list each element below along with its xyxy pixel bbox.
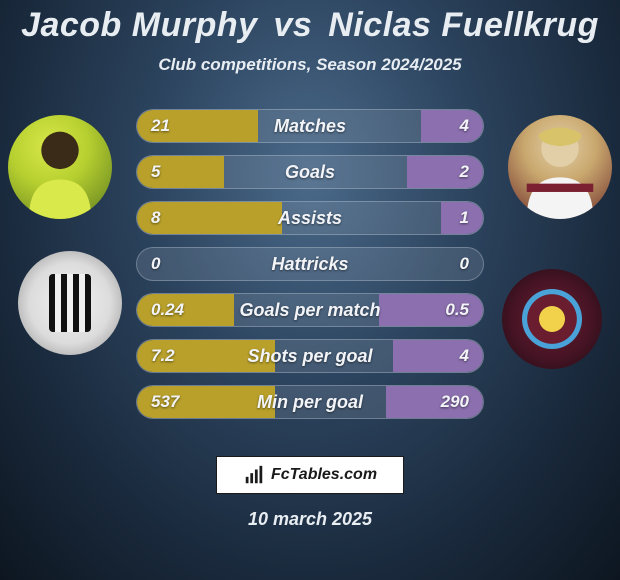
season-subtitle: Club competitions, Season 2024/2025: [0, 55, 620, 75]
bar-chart-icon: [243, 464, 265, 486]
player2-bar: [393, 340, 483, 372]
player2-value: 290: [441, 386, 469, 418]
stat-row: 0 0Hattricks: [136, 247, 484, 281]
player2-name: Niclas Fuellkrug: [328, 6, 599, 44]
player2-club-crest: [502, 269, 602, 369]
stat-row: 0.240.5Goals per match: [136, 293, 484, 327]
content-wrapper: Jacob Murphy vs Niclas Fuellkrug Club co…: [0, 0, 620, 580]
stat-row: 214Matches: [136, 109, 484, 143]
player2-value: 4: [460, 110, 469, 142]
stat-row: 7.24Shots per goal: [136, 339, 484, 373]
player1-name: Jacob Murphy: [21, 6, 257, 44]
player1-value: 0: [151, 248, 160, 280]
comparison-title: Jacob Murphy vs Niclas Fuellkrug: [0, 0, 620, 45]
west-ham-crest-icon: [522, 289, 582, 349]
brand-text: FcTables.com: [271, 466, 377, 484]
player1-avatar: [8, 115, 112, 219]
player1-value: 21: [151, 110, 170, 142]
player1-value: 0.24: [151, 294, 184, 326]
newcastle-crest-icon: [49, 274, 91, 332]
player2-avatar: [508, 115, 612, 219]
stat-bars-container: 214Matches52Goals81Assists00Hattricks0.2…: [136, 109, 484, 431]
player1-silhouette-icon: [8, 115, 112, 219]
player2-value: 1: [460, 202, 469, 234]
stat-row: 52Goals: [136, 155, 484, 189]
player1-club-crest: [18, 251, 122, 355]
player2-value: 4: [460, 340, 469, 372]
player1-value: 537: [151, 386, 179, 418]
stat-label: Hattricks: [137, 248, 483, 280]
player2-silhouette-icon: [508, 115, 612, 219]
player1-bar: [137, 156, 224, 188]
player2-bar: [407, 156, 483, 188]
footer-date: 10 march 2025: [0, 509, 620, 530]
player2-bar: [421, 110, 483, 142]
stats-area: 214Matches52Goals81Assists00Hattricks0.2…: [0, 103, 620, 443]
brand-badge: FcTables.com: [216, 456, 404, 494]
player1-value: 8: [151, 202, 160, 234]
player2-value: 0.5: [445, 294, 469, 326]
player1-value: 7.2: [151, 340, 175, 372]
player2-value: 2: [460, 156, 469, 188]
stat-row: 81Assists: [136, 201, 484, 235]
player2-value: 0: [460, 248, 469, 280]
stat-row: 537290Min per goal: [136, 385, 484, 419]
vs-label: vs: [274, 6, 313, 44]
player1-value: 5: [151, 156, 160, 188]
